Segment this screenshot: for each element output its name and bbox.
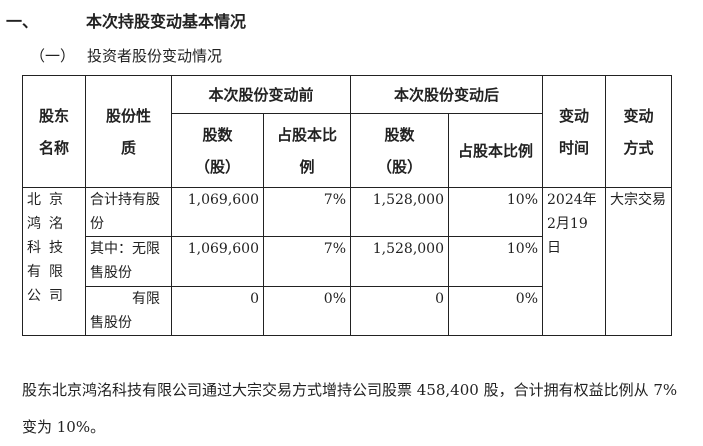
header-before-ratio: 占股本比例 bbox=[263, 113, 351, 188]
share-nature: 其中：无限售股份 bbox=[85, 236, 172, 287]
before-shares: 1,069,600 bbox=[171, 187, 264, 237]
header-after-shares: 股数（股） bbox=[350, 113, 449, 188]
header-after: 本次股份变动后 bbox=[350, 75, 543, 114]
header-before-shares: 股数（股） bbox=[171, 113, 264, 188]
header-method: 变动方式 bbox=[605, 75, 672, 188]
before-ratio: 0% bbox=[263, 286, 351, 336]
header-nature: 股份性质 bbox=[85, 75, 172, 188]
shareholding-change-table: 股东名称 股份性质 本次股份变动前 本次股份变动后 变动时间 变动方式 股数（股… bbox=[22, 75, 672, 336]
after-shares: 1,528,000 bbox=[350, 236, 449, 287]
header-holder: 股东名称 bbox=[22, 75, 86, 188]
after-ratio: 10% bbox=[448, 236, 543, 287]
share-nature: 有限售股份 bbox=[85, 286, 172, 336]
header-before: 本次股份变动前 bbox=[171, 75, 351, 114]
header-time: 变动时间 bbox=[542, 75, 606, 188]
before-ratio: 7% bbox=[263, 187, 351, 237]
change-time: 2024年2月19日 bbox=[542, 187, 606, 336]
after-ratio: 10% bbox=[448, 187, 543, 237]
after-ratio: 0% bbox=[448, 286, 543, 336]
before-ratio: 7% bbox=[263, 236, 351, 287]
holder-name: 北京鸿洺科技有限公司 bbox=[22, 187, 86, 336]
subsection-heading: （一） 投资者股份变动情况 bbox=[30, 47, 223, 65]
section-heading: 一、 本次持股变动基本情况 bbox=[6, 12, 247, 31]
after-shares: 0 bbox=[350, 286, 449, 336]
summary-paragraph: 股东北京鸿洺科技有限公司通过大宗交易方式增持公司股票 458,400 股，合计拥… bbox=[22, 381, 678, 436]
before-shares: 1,069,600 bbox=[171, 236, 264, 287]
change-method: 大宗交易 bbox=[605, 187, 672, 336]
share-nature: 合计持有股份 bbox=[85, 187, 172, 237]
after-shares: 1,528,000 bbox=[350, 187, 449, 237]
header-after-ratio: 占股本比例 bbox=[448, 113, 543, 188]
before-shares: 0 bbox=[171, 286, 264, 336]
